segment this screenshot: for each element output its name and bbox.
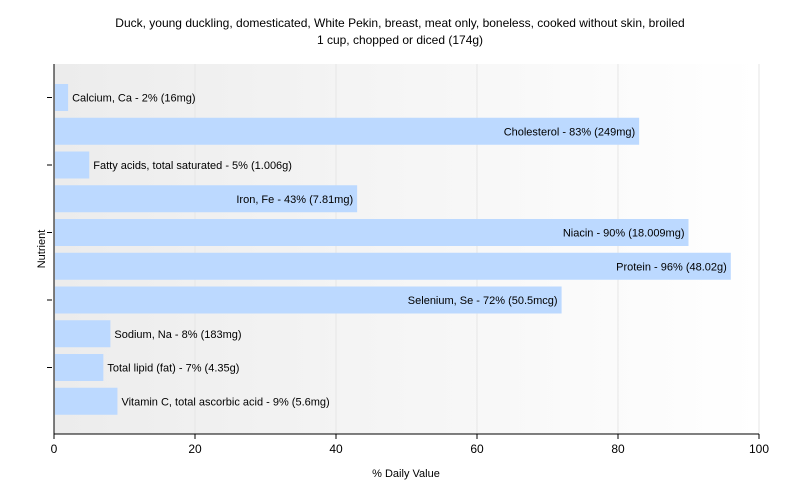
- bar: [55, 151, 90, 179]
- x-tick-label: 0: [51, 442, 58, 456]
- bars: [55, 84, 731, 415]
- bar-data-label: Iron, Fe - 43% (7.81mg): [236, 194, 353, 206]
- bar-data-label: Vitamin C, total ascorbic acid - 9% (5.6…: [121, 396, 329, 408]
- x-tick-label: 20: [188, 442, 202, 456]
- bar: [55, 219, 689, 246]
- chart-title: Duck, young duckling, domesticated, Whit…: [115, 16, 684, 30]
- bar: [55, 387, 118, 415]
- bar: [55, 354, 104, 381]
- axes: 0 20 40 60 80 100: [47, 64, 769, 456]
- bar-data-label: Calcium, Ca - 2% (16mg): [72, 93, 195, 105]
- bar: [55, 185, 358, 213]
- bar-data-label: Sodium, Na - 8% (183mg): [114, 329, 241, 341]
- bar-data-label: Cholesterol - 83% (249mg): [504, 126, 635, 138]
- x-tick-label: 60: [470, 442, 484, 456]
- x-tick-label: 40: [329, 442, 343, 456]
- bar-data-label: Niacin - 90% (18.009mg): [563, 228, 685, 240]
- bar: [55, 252, 731, 280]
- bar-data-label: Total lipid (fat) - 7% (4.35g): [107, 363, 239, 375]
- x-tick-label: 100: [749, 442, 769, 456]
- bar-data-label: Fatty acids, total saturated - 5% (1.006…: [93, 160, 292, 172]
- bar: [55, 117, 640, 145]
- bar-data-label: Selenium, Se - 72% (50.5mcg): [408, 295, 558, 307]
- bar: [55, 84, 69, 111]
- chart-subtitle: 1 cup, chopped or diced (174g): [317, 33, 483, 47]
- x-axis-title: % Daily Value: [372, 468, 440, 480]
- y-axis-title: Nutrient: [36, 230, 48, 269]
- bar: [55, 320, 111, 348]
- bar-labels: Calcium, Ca - 2% (16mg) Cholesterol - 83%…: [72, 93, 727, 409]
- bar: [55, 286, 562, 314]
- bar-data-label: Protein - 96% (48.02g): [616, 261, 727, 273]
- x-tick-label: 80: [611, 442, 625, 456]
